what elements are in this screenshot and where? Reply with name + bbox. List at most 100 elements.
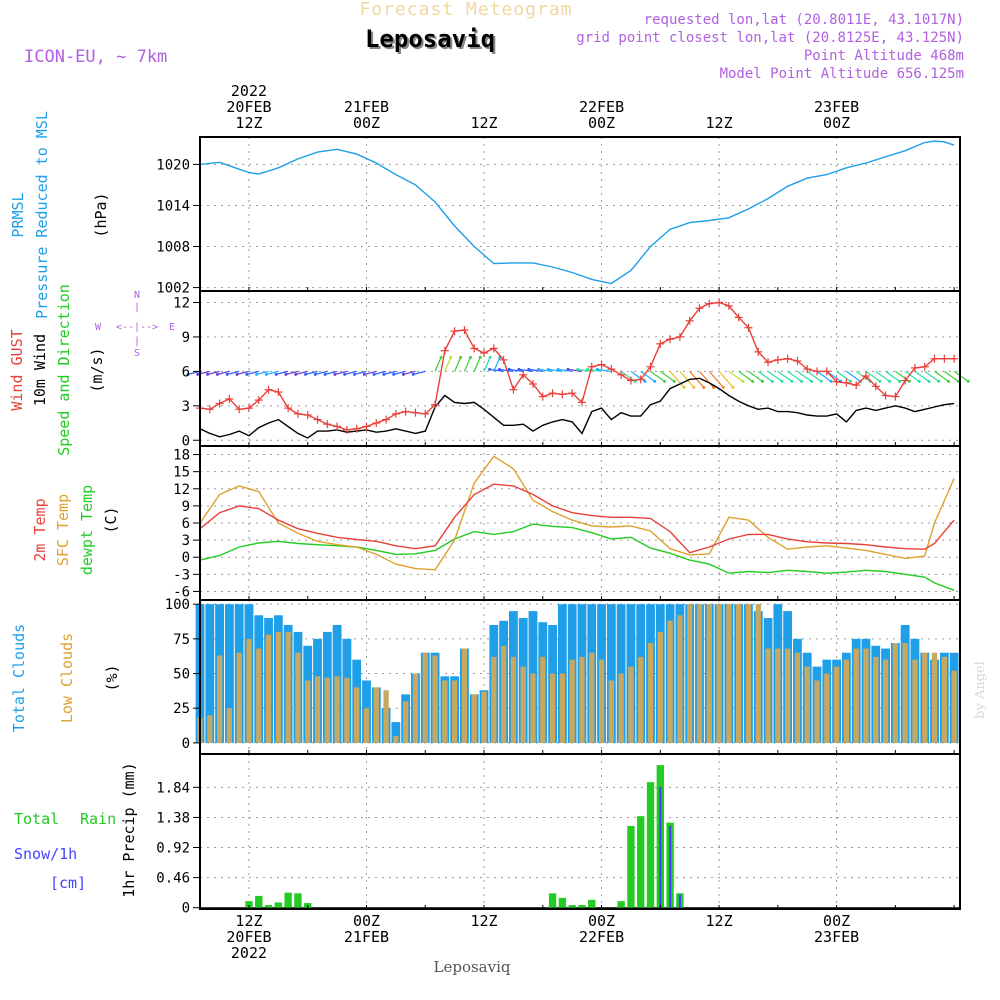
precip-label-rain: Rain (80, 810, 116, 828)
precip-label-snow: Snow/1h (14, 845, 77, 863)
wind-direction-arrow (943, 370, 959, 382)
wind-direction-arrowhead (468, 355, 472, 359)
wind-direction-arrow (483, 357, 491, 372)
wind-direction-arrow (875, 370, 891, 382)
low-clouds-bar (677, 615, 683, 743)
low-clouds-bar (314, 676, 321, 743)
low-clouds-bar (530, 673, 536, 743)
wind-direction-arrow (393, 370, 406, 376)
wind-direction-arrowhead (586, 367, 590, 371)
ytick-label-p0-2: 1014 (156, 198, 190, 214)
wind10m-line (199, 377, 955, 439)
footer-location: Leposaviq (434, 958, 511, 976)
wind-direction-arrowhead (800, 379, 804, 383)
gust-marker (264, 385, 273, 394)
wind-direction-arrowhead (546, 367, 550, 371)
wind-direction-arrow (757, 370, 773, 382)
wind-direction-arrow (885, 370, 900, 382)
wind-label-2: 10m Wind (31, 334, 49, 406)
clouds-label-1: Total Clouds (10, 624, 28, 732)
low-clouds-bar (931, 652, 938, 743)
low-clouds-bar (784, 648, 791, 743)
low-clouds-bar (882, 659, 889, 743)
ytick-label-p2-4: 6 (182, 516, 190, 532)
wind-direction-arrowhead (643, 379, 647, 383)
gust-marker (274, 388, 283, 397)
gust-marker (822, 367, 831, 376)
compass-e: E (169, 322, 175, 333)
wind-direction-arrow (718, 370, 734, 388)
wind-direction-arrowhead (196, 372, 200, 376)
clouds-label-2: Low Clouds (58, 633, 76, 723)
wind-direction-arrow (403, 370, 416, 376)
wind-direction-arrowhead (663, 379, 667, 383)
gust-marker (715, 298, 724, 307)
gust-marker (842, 378, 851, 387)
bottom-time-label-3-1: 22FEB (579, 928, 624, 946)
total-clouds-bar (391, 722, 401, 743)
low-clouds-bar (471, 694, 477, 743)
ytick-label-p2-1: -3 (173, 567, 190, 583)
wind-direction-arrow (434, 357, 442, 372)
top-time-label-0-0: 2022 (231, 82, 267, 100)
gust-marker (636, 375, 645, 384)
panel-frame-1 (199, 290, 961, 447)
low-clouds-bar (687, 604, 693, 743)
gust-marker (362, 422, 371, 431)
panel-frame-4 (199, 753, 961, 910)
wind-direction-arrow (787, 370, 803, 382)
gust-marker (675, 332, 684, 341)
low-clouds-bar (892, 643, 899, 743)
wind-direction-arrowhead (459, 355, 463, 359)
low-clouds-bar (393, 735, 399, 743)
bottom-time-label-0-0: 12Z (235, 912, 262, 930)
wind-direction-arrow (567, 368, 583, 373)
wind-direction-arrow (489, 368, 504, 373)
pressure-unit: (hPa) (92, 192, 110, 237)
wind-direction-arrow (738, 370, 754, 382)
rain-bar (548, 893, 557, 908)
gust-marker (225, 394, 234, 403)
gust-marker (333, 422, 342, 431)
wind-direction-arrow (493, 357, 501, 372)
clouds-unit: (%) (103, 664, 121, 691)
low-clouds-bar (824, 673, 830, 743)
gust-marker (323, 420, 332, 429)
gust-marker (519, 370, 528, 379)
ytick-label-p1-4: 12 (173, 295, 190, 311)
low-clouds-bar (833, 666, 840, 743)
low-clouds-bar (628, 666, 634, 743)
gust-marker (813, 367, 822, 376)
temp-unit: (C) (102, 506, 120, 533)
gust-marker (901, 376, 910, 385)
low-clouds-bar (951, 670, 957, 743)
wind-direction-arrow (463, 357, 472, 372)
wind-direction-arrow (816, 370, 832, 382)
clouds-panel-labels: Total Clouds Low Clouds (%) (10, 624, 121, 732)
wind-direction-arrowhead (449, 355, 453, 359)
ytick-label-p4-4: 1.84 (156, 780, 190, 796)
rain-bar (558, 897, 567, 908)
bottom-time-label-4-0: 12Z (706, 912, 733, 930)
precip-label-total: Total (14, 810, 59, 828)
ytick-label-p0-3: 1020 (156, 157, 190, 173)
wind-direction-arrowhead (595, 367, 599, 371)
low-clouds-bar (696, 604, 703, 743)
wind-direction-arrowhead (878, 379, 882, 383)
wind-direction-arrowhead (274, 372, 278, 376)
wind-direction-arrow (904, 370, 920, 382)
low-clouds-bar (510, 656, 517, 743)
wind-direction-arrow (577, 368, 592, 373)
gust-marker (215, 399, 224, 408)
grid-layer (200, 137, 960, 909)
gust-marker (773, 355, 782, 364)
ytick-label-p3-4: 100 (165, 597, 190, 613)
wind-direction-arrow (334, 370, 348, 376)
low-clouds-bar (853, 648, 859, 743)
gust-marker (861, 371, 870, 380)
top-time-label-3-0: 22FEB (579, 98, 624, 116)
low-clouds-bar (765, 648, 771, 743)
wind-direction-arrowhead (362, 372, 366, 376)
wind-direction-arrowhead (411, 372, 415, 376)
ytick-label-p2-8: 18 (173, 448, 190, 464)
